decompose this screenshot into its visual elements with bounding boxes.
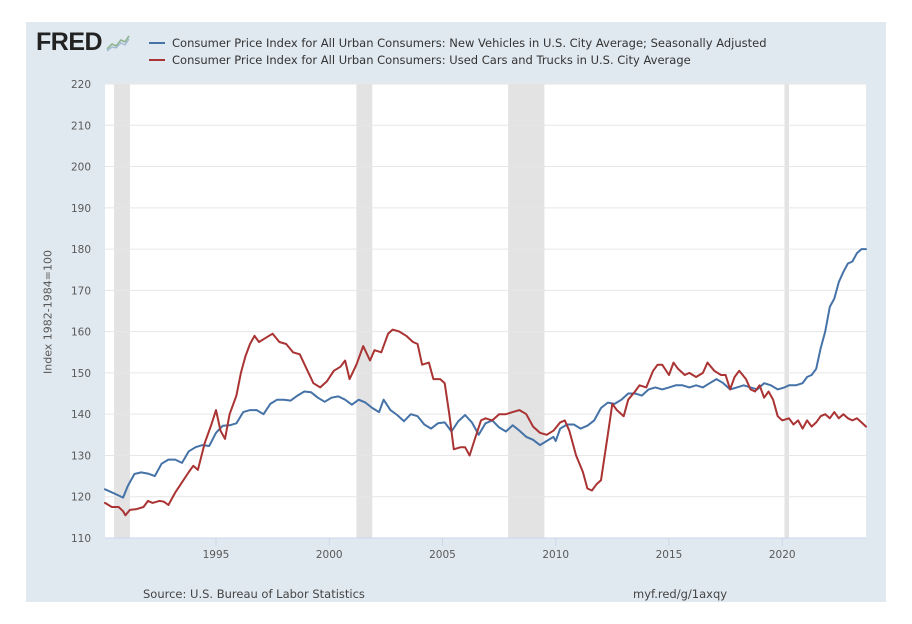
y-tick-label: 120 — [71, 492, 91, 504]
x-axis-ticks: 1995 2000 2005 2010 2015 2020 — [203, 538, 796, 561]
y-tick-label: 160 — [71, 327, 91, 339]
y-tick-label: 190 — [71, 203, 91, 215]
y-tick-label: 130 — [71, 450, 91, 462]
series-line-new-vehicles — [104, 248, 867, 499]
recession-band — [114, 84, 130, 538]
fred-logo[interactable]: FRED — [36, 28, 132, 56]
recession-band — [508, 84, 545, 538]
series-line-used-cars — [104, 328, 867, 517]
recession-band — [356, 84, 373, 538]
y-tick-label: 110 — [71, 533, 91, 545]
y-tick-label: 150 — [71, 368, 91, 380]
y-tick-label: 180 — [71, 244, 91, 256]
gridlines — [105, 83, 866, 539]
y-tick-label: 140 — [71, 409, 91, 421]
y-tick-label: 220 — [71, 79, 91, 91]
legend-label-used-cars: Consumer Price Index for All Urban Consu… — [172, 52, 691, 67]
x-tick-label: 2010 — [542, 549, 569, 561]
x-tick-label: 2015 — [656, 549, 683, 561]
legend-swatch-used-cars — [149, 58, 165, 61]
short-url-link[interactable]: myf.red/g/1axqy — [633, 587, 728, 601]
x-tick-label: 1995 — [203, 549, 230, 561]
legend-label-new-vehicles: Consumer Price Index for All Urban Consu… — [172, 35, 767, 50]
fred-logo-text: FRED — [36, 28, 103, 56]
y-tick-label: 210 — [71, 120, 91, 132]
legend-item-used-cars[interactable]: Consumer Price Index for All Urban Consu… — [149, 51, 767, 68]
chart-legend: Consumer Price Index for All Urban Consu… — [149, 34, 767, 68]
recession-bands — [114, 84, 789, 538]
y-axis-ticks: 110 120 130 140 150 160 170 180 190 200 210 220 — [71, 79, 91, 545]
legend-swatch-new-vehicles — [149, 41, 165, 44]
legend-item-new-vehicles[interactable]: Consumer Price Index for All Urban Consu… — [149, 34, 767, 51]
source-note: Source: U.S. Bureau of Labor Statistics — [143, 587, 365, 601]
fred-graph-icon — [105, 32, 132, 53]
x-tick-label: 2020 — [769, 549, 796, 561]
x-tick-label: 2005 — [429, 549, 456, 561]
y-tick-label: 200 — [71, 162, 91, 174]
series-lines — [104, 248, 867, 517]
x-tick-label: 2000 — [316, 549, 343, 561]
plot-background — [105, 84, 866, 538]
recession-band — [784, 84, 789, 538]
y-tick-label: 170 — [71, 285, 91, 297]
